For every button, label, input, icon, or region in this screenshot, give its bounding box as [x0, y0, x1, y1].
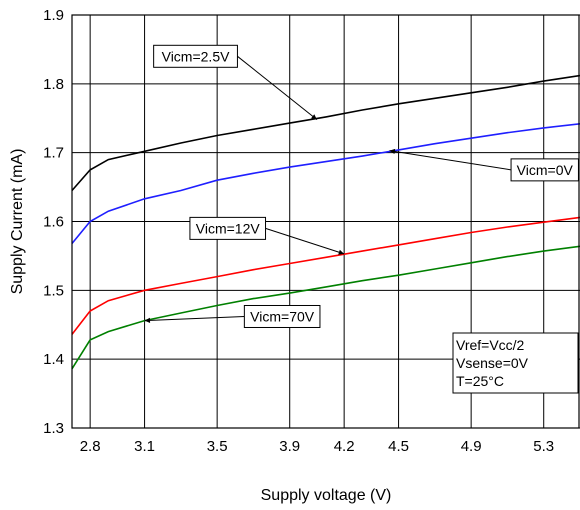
- series-line-vicm-2-5v: [71, 74, 580, 192]
- x-tick-label: 5.3: [533, 438, 554, 455]
- series-label-box: Vicm=12V: [189, 216, 345, 255]
- label-leader-line: [389, 150, 512, 171]
- y-tick-label: 1.3: [43, 420, 64, 437]
- label-leader-line: [144, 315, 245, 322]
- y-tick-label: 1.5: [43, 282, 64, 299]
- x-tick-labels: 2.8 3.1 3.5 3.9 4.2 4.5 4.9 5.3: [80, 438, 554, 455]
- test-condition-line: T=25°C: [456, 373, 504, 389]
- label-arrow-head: [389, 148, 396, 154]
- test-conditions-box: Vref=Vcc/2 Vsense=0V T=25°C: [452, 332, 579, 394]
- x-tick-label: 3.5: [207, 438, 228, 455]
- series-label: Vicm=12V: [196, 220, 261, 236]
- annotations-group: Vicm=2.5V Vicm=0V Vicm=12V Vicm=70V Vref=Vcc…: [144, 44, 579, 394]
- test-condition-line: Vsense=0V: [456, 355, 529, 371]
- series-line-vicm-0v: [71, 123, 580, 245]
- series-label-box: Vicm=2.5V: [153, 44, 318, 121]
- y-tick-label: 1.7: [43, 145, 64, 162]
- y-tick-labels: 1.3 1.4 1.5 1.6 1.7 1.8 1.9: [43, 7, 64, 437]
- series-label-box: Vicm=70V: [144, 304, 321, 328]
- x-tick-label: 4.2: [334, 438, 355, 455]
- x-axis-label: Supply voltage (V): [261, 487, 392, 504]
- y-tick-label: 1.6: [43, 214, 64, 231]
- x-tick-label: 2.8: [80, 438, 101, 455]
- label-leader-line: [237, 55, 318, 121]
- y-tick-label: 1.4: [43, 351, 64, 368]
- x-tick-label: 4.9: [461, 438, 482, 455]
- grid: [72, 14, 580, 429]
- series-line-vicm-12v: [71, 216, 580, 335]
- x-tick-label: 3.9: [279, 438, 300, 455]
- label-arrow-head: [338, 249, 345, 255]
- label-arrow-head: [144, 317, 151, 323]
- label-arrow-head: [311, 114, 317, 120]
- plot-frame: [71, 14, 580, 429]
- y-tick-label: 1.9: [43, 7, 64, 24]
- y-axis-label: Supply Current (mA): [9, 149, 26, 295]
- x-tick-label: 4.5: [388, 438, 409, 455]
- series-label-box: Vicm=0V: [389, 148, 579, 182]
- conditions-frame: [452, 332, 579, 394]
- series-group: [71, 74, 580, 370]
- series-label: Vicm=2.5V: [162, 48, 230, 64]
- test-condition-line: Vref=Vcc/2: [456, 337, 525, 353]
- series-label: Vicm=0V: [517, 162, 574, 178]
- y-tick-label: 1.8: [43, 76, 64, 93]
- x-tick-label: 3.1: [134, 438, 155, 455]
- series-line-vicm-70v: [71, 245, 580, 370]
- series-label: Vicm=70V: [250, 308, 315, 324]
- label-leader-line: [265, 227, 345, 255]
